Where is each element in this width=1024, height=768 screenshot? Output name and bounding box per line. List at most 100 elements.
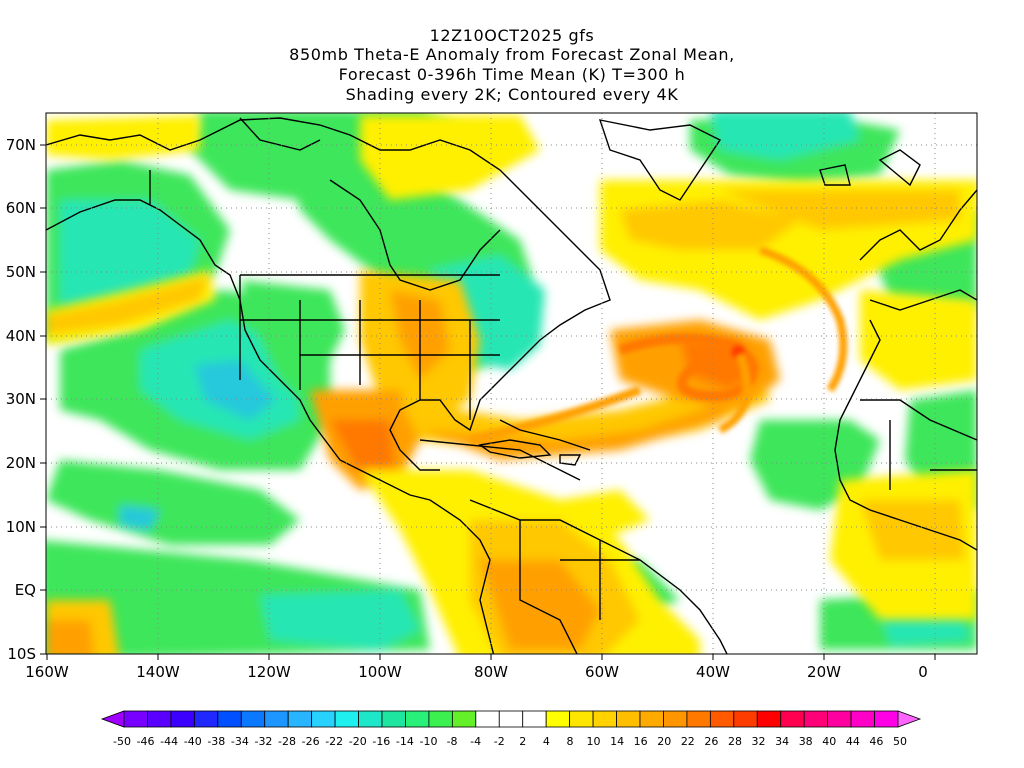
colorbar-swatch (686, 710, 711, 728)
lat-label: EQ (15, 581, 36, 599)
colorbar-swatch (217, 710, 242, 728)
colorbar-swatch (803, 710, 829, 728)
colorbar-label: 50 (893, 735, 907, 748)
colorbar-swatch (569, 710, 594, 728)
colorbar-swatch (850, 710, 875, 728)
colorbar-label: 34 (775, 735, 789, 748)
lat-label: 30N (6, 390, 36, 408)
colorbar-label: 46 (869, 735, 883, 748)
colorbar-label: -32 (254, 735, 272, 748)
colorbar-swatch (428, 710, 453, 728)
colorbar-label: 26 (704, 735, 718, 748)
colorbar-label: -46 (137, 735, 155, 748)
colorbar-swatch (381, 710, 406, 728)
coastlines (46, 117, 977, 654)
colorbar-label: 10 (587, 735, 601, 748)
colorbar-swatch (733, 710, 758, 728)
colorbar-label: 40 (822, 735, 836, 748)
graticule (46, 113, 977, 654)
lon-label: 60W (585, 663, 619, 681)
positive-anomaly-fields (46, 115, 977, 654)
chart-title-line-3: Forecast 0-396h Time Mean (K) T=300 h (338, 65, 686, 84)
lon-label: 40W (696, 663, 730, 681)
lat-label: 60N (6, 199, 36, 217)
colorbar-label: -44 (160, 735, 178, 748)
colorbar-swatch (451, 710, 477, 728)
colorbar-swatch (709, 710, 735, 728)
colorbar-label: -2 (494, 735, 505, 748)
lon-label: 0 (918, 663, 928, 681)
lon-label: 140W (136, 663, 180, 681)
colorbar-label: 4 (543, 735, 550, 748)
lat-label: 70N (6, 136, 36, 154)
longitude-axis: 160W 140W 120W 100W 80W 60W 40W 20W 0 (25, 663, 928, 681)
colorbar-swatch (147, 710, 172, 728)
colorbar-swatch (663, 710, 688, 728)
cyclone-swirl (469, 246, 848, 445)
colorbar-label: -50 (113, 735, 131, 748)
colorbar-swatch (475, 710, 500, 728)
lon-label: 20W (807, 663, 841, 681)
colorbar-swatch (522, 710, 547, 728)
anomaly-shading (46, 113, 977, 654)
colorbar-swatch (264, 710, 289, 728)
colorbar-arrow-high (897, 710, 922, 728)
colorbar-swatch (639, 710, 664, 728)
map-frame (45, 112, 978, 655)
chart-title-line-1: 12Z10OCT2025 gfs (429, 26, 595, 45)
chart-title-line-4: Shading every 2K; Contoured every 4K (345, 85, 679, 104)
colorbar-label: 32 (752, 735, 766, 748)
colorbar-swatch (874, 710, 899, 728)
colorbar-label: 38 (799, 735, 813, 748)
colorbar-label: 20 (657, 735, 671, 748)
lat-label: 10N (6, 518, 36, 536)
colorbar-label: -28 (278, 735, 296, 748)
lon-label: 100W (358, 663, 402, 681)
colorbar-swatch (405, 710, 430, 728)
colorbar-label: -38 (207, 735, 225, 748)
colorbar-swatch (592, 710, 617, 728)
colorbar: -50 -46 -44 -40 -38 -34 -32 -28 -26 -22 -20 -16 -14-… (100, 710, 922, 748)
colorbar-label: 16 (634, 735, 648, 748)
colorbar-label: 2 (519, 735, 526, 748)
lat-label: 10S (7, 645, 36, 663)
axis-ticks (40, 144, 936, 660)
colorbar-label: 44 (846, 735, 860, 748)
colorbar-swatch (123, 710, 148, 728)
lon-label: 160W (25, 663, 69, 681)
latitude-axis: 70N 60N 50N 40N 30N 20N 10N EQ 10S (6, 136, 36, 663)
colorbar-label: -26 (302, 735, 320, 748)
lon-label: 80W (474, 663, 508, 681)
colorbar-label: -20 (349, 735, 367, 748)
colorbar-swatch (287, 710, 313, 728)
colorbar-label: 28 (728, 735, 742, 748)
lon-label: 120W (247, 663, 291, 681)
colorbar-swatch (498, 710, 524, 728)
chart-title-line-2: 850mb Theta-E Anomaly from Forecast Zona… (289, 45, 735, 64)
colorbar-label: -14 (396, 735, 414, 748)
colorbar-label: -22 (325, 735, 343, 748)
colorbar-swatch (780, 710, 805, 728)
colorbar-swatch (311, 710, 336, 728)
colorbar-swatch (334, 710, 359, 728)
colorbar-label: -16 (372, 735, 390, 748)
colorbar-label: 14 (610, 735, 624, 748)
colorbar-label: -10 (420, 735, 438, 748)
colorbar-label: -40 (184, 735, 202, 748)
colorbar-swatch (193, 710, 219, 728)
lat-label: 20N (6, 454, 36, 472)
colorbar-swatch (170, 710, 195, 728)
colorbar-arrow-low (100, 710, 125, 728)
colorbar-swatch (240, 710, 266, 728)
colorbar-label: 8 (566, 735, 573, 748)
colorbar-label: 22 (681, 735, 695, 748)
colorbar-swatch (827, 710, 852, 728)
colorbar-label: -4 (470, 735, 481, 748)
colorbar-label: -8 (447, 735, 458, 748)
colorbar-swatch (756, 710, 782, 728)
lat-label: 50N (6, 263, 36, 281)
lat-label: 40N (6, 327, 36, 345)
colorbar-swatch (358, 710, 383, 728)
colorbar-swatch (545, 710, 571, 728)
